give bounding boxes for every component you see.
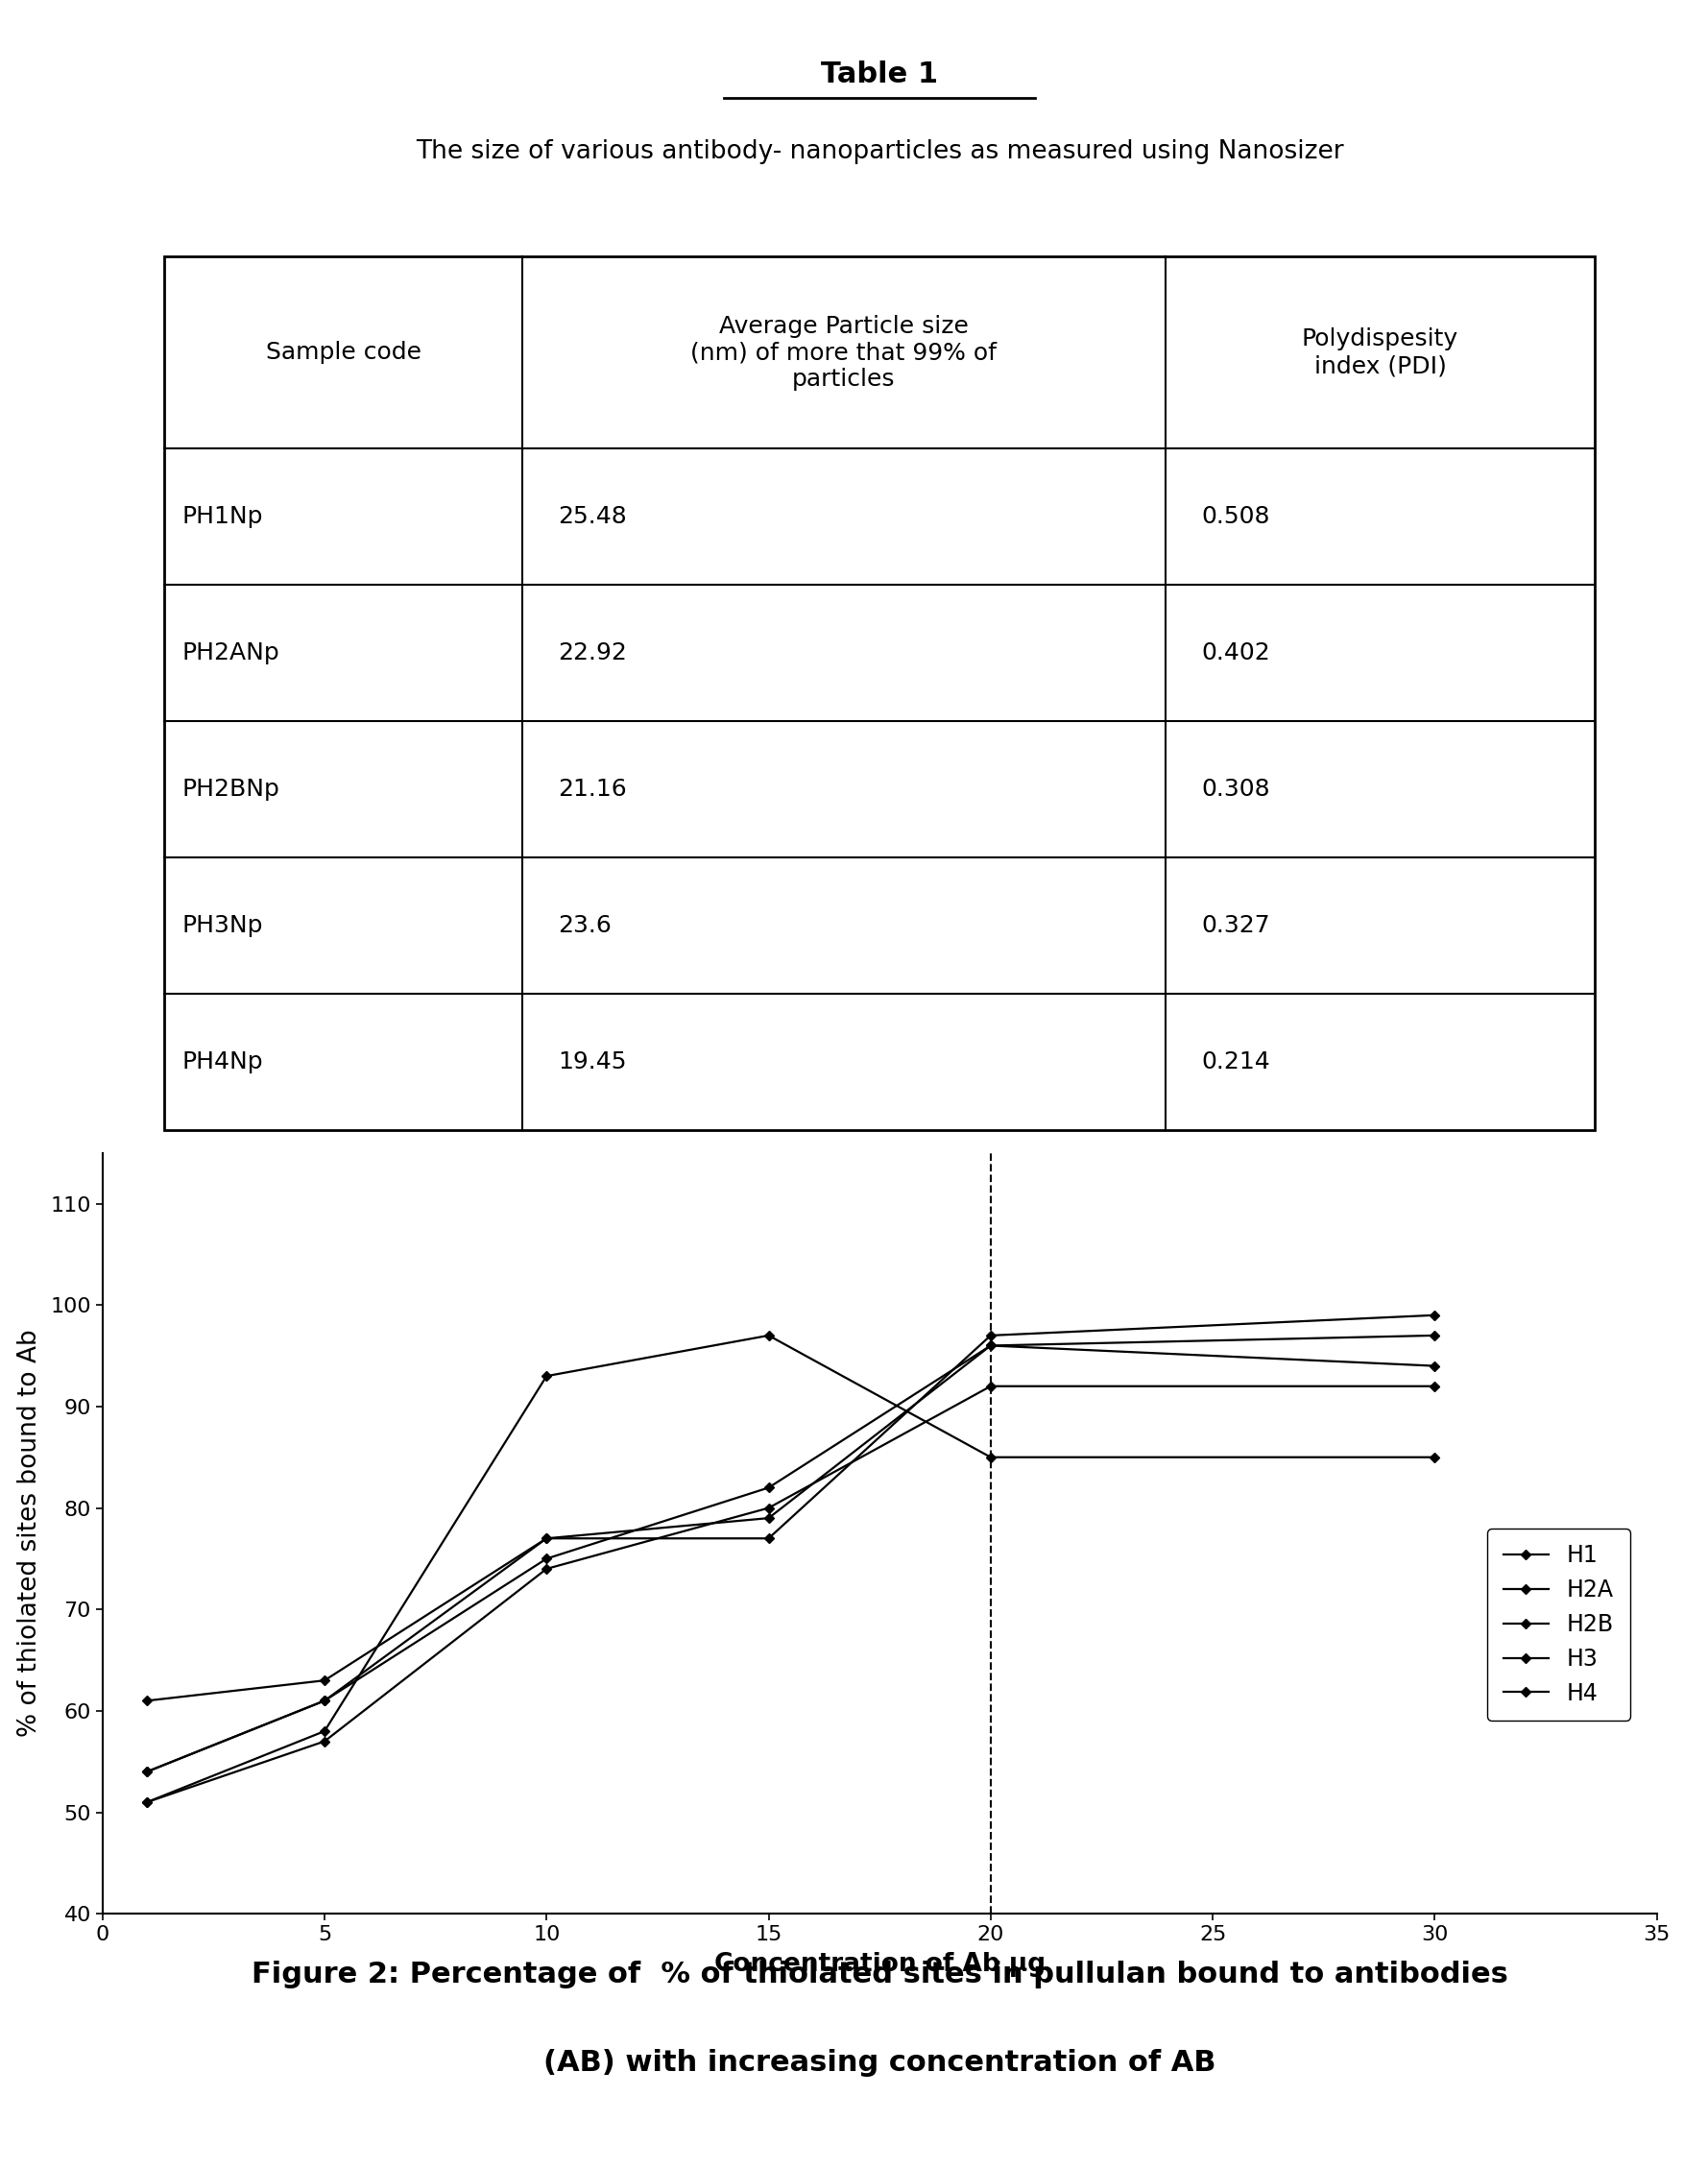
Text: 19.45: 19.45 (559, 1051, 627, 1073)
Text: (AB) with increasing concentration of AB: (AB) with increasing concentration of AB (543, 2049, 1216, 2077)
Text: 0.508: 0.508 (1201, 505, 1271, 529)
Text: Average Particle size
(nm) of more that 99% of
particles: Average Particle size (nm) of more that … (690, 314, 997, 390)
Text: 0.402: 0.402 (1201, 642, 1271, 666)
Text: The size of various antibody- nanoparticles as measured using Nanosizer: The size of various antibody- nanopartic… (415, 139, 1344, 165)
Text: PH2ANp: PH2ANp (181, 642, 280, 666)
Text: 0.214: 0.214 (1201, 1051, 1271, 1073)
Text: PH3Np: PH3Np (181, 915, 263, 937)
Text: 25.48: 25.48 (559, 505, 627, 529)
Text: 23.6: 23.6 (559, 915, 611, 937)
Text: Sample code: Sample code (266, 340, 422, 364)
X-axis label: Concentration of Ab μg: Concentration of Ab μg (714, 1953, 1045, 1977)
Bar (164, 256, 1595, 1130)
Text: Table 1: Table 1 (822, 61, 938, 89)
Text: PH1Np: PH1Np (181, 505, 263, 529)
Text: PH4Np: PH4Np (181, 1051, 263, 1073)
Text: Polydispesity
index (PDI): Polydispesity index (PDI) (1301, 327, 1459, 377)
Y-axis label: % of thiolated sites bound to Ab: % of thiolated sites bound to Ab (17, 1329, 43, 1737)
Text: 0.327: 0.327 (1201, 915, 1271, 937)
Text: Figure 2: Percentage of  % of thiolated sites in pullulan bound to antibodies: Figure 2: Percentage of % of thiolated s… (251, 1960, 1508, 1988)
Text: 21.16: 21.16 (559, 778, 627, 802)
Legend: H1, H2A, H2B, H3, H4: H1, H2A, H2B, H3, H4 (1488, 1528, 1629, 1721)
Text: 22.92: 22.92 (559, 642, 627, 666)
Text: 0.308: 0.308 (1201, 778, 1271, 802)
Text: PH2BNp: PH2BNp (181, 778, 280, 802)
